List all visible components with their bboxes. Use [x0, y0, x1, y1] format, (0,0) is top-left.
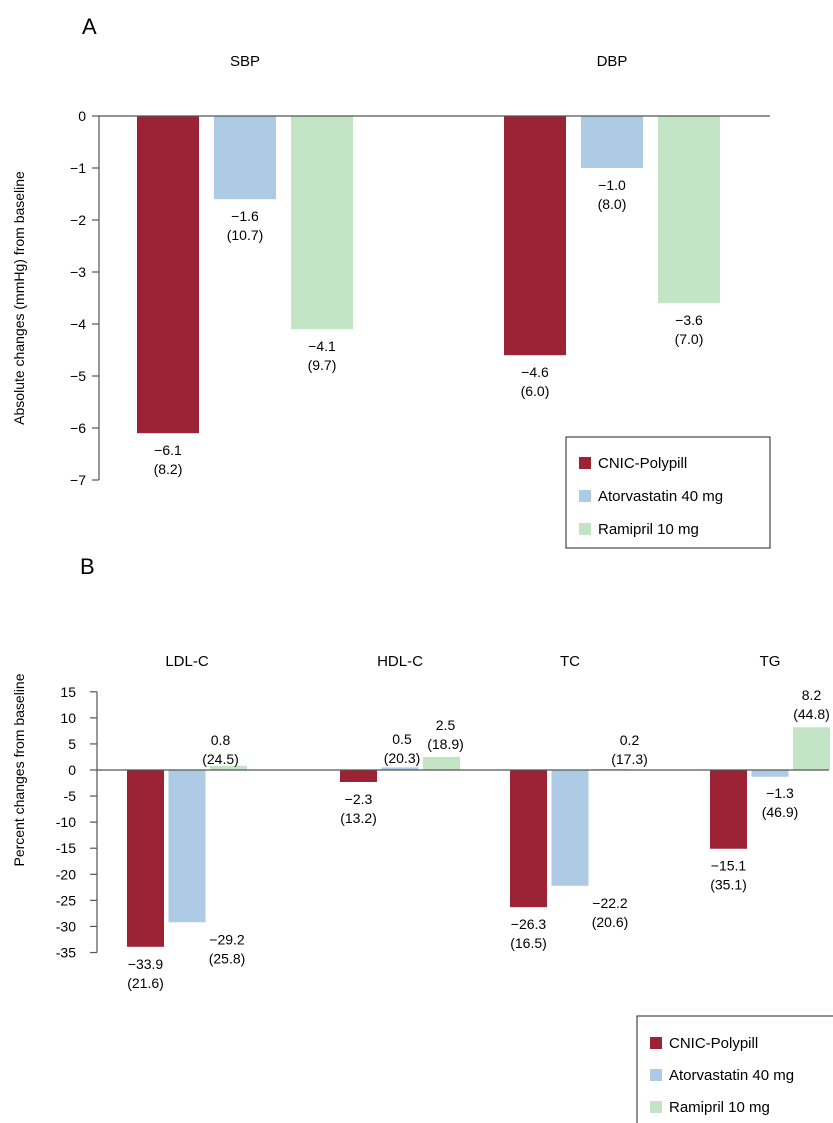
panel-b-data-label: −29.2	[209, 931, 245, 947]
panel-b-bar	[127, 770, 164, 947]
panel-b-y-tick-label: -20	[56, 866, 76, 882]
panel-a-category-label: DBP	[597, 53, 628, 70]
panel-b-data-label-sd: (35.1)	[710, 877, 747, 893]
panel-b-data-label: −1.3	[766, 785, 794, 801]
panel-b-y-tick-label: 0	[68, 762, 76, 778]
panel-a-legend-label: Ramipril 10 mg	[598, 521, 699, 538]
panel-b-y-tick-label: 15	[60, 684, 76, 700]
panel-a-bar	[137, 116, 199, 434]
panel-a-data-label-sd: (6.0)	[521, 383, 550, 399]
panel-b-bar	[751, 770, 789, 777]
panel-b-data-label: 8.2	[802, 687, 822, 703]
panel-a-bar	[581, 116, 643, 168]
panel-b-data-label-sd: (21.6)	[127, 975, 164, 991]
panel-b-data-label-sd: (17.3)	[611, 751, 648, 767]
panel-b-legend-swatch	[650, 1069, 662, 1081]
panel-b-y-tick-label: 10	[60, 710, 76, 726]
panel-a-data-label: −4.1	[308, 338, 336, 354]
panel-a-data-label: −3.6	[675, 312, 703, 328]
panel-b-data-label-sd: (25.8)	[209, 950, 246, 966]
panel-b-y-tick-label: -10	[56, 814, 76, 830]
panel-b-legend-label: Atorvastatin 40 mg	[669, 1067, 794, 1084]
panel-b-y-axis-label: Percent changes from baseline	[11, 673, 27, 866]
panel-a-data-label: −1.0	[598, 177, 626, 193]
panel-a-data-label: −4.6	[521, 364, 549, 380]
panel-a-data-label-sd: (8.0)	[598, 196, 627, 212]
panel-a-legend-label: CNIC-Polypill	[598, 455, 687, 472]
panel-a-chart: 0 −1 −2 −3 −4 −5 −6 −7 Absolute changes (mmHg) f…	[11, 53, 771, 549]
panel-b-category-label: TG	[760, 653, 781, 670]
panel-a-y-tick-label: −2	[70, 212, 86, 228]
panel-a-letter: A	[82, 14, 97, 39]
panel-b-data-label: −26.3	[511, 916, 547, 932]
panel-b-letter: B	[80, 554, 95, 579]
panel-b-bar	[710, 770, 747, 849]
panel-b-data-label-sd: (18.9)	[427, 736, 464, 752]
panel-b-chart: 15 10 5 0 -5 -10 -15 -20 -25 -30 -35 Percent change…	[11, 653, 833, 1123]
panel-b-bar	[210, 765, 247, 770]
panel-b-data-label-sd: (13.2)	[340, 810, 377, 826]
panel-b-y-tick-label: -30	[56, 918, 76, 934]
panel-b-legend-label: Ramipril 10 mg	[669, 1099, 770, 1116]
panel-b-data-label-sd: (46.9)	[762, 804, 799, 820]
panel-a-y-tick-label: −3	[70, 264, 86, 280]
panel-b-data-label: 0.5	[392, 731, 412, 747]
panel-a-legend-swatch	[579, 523, 591, 535]
panel-b-category-label: TC	[560, 653, 580, 670]
panel-a-data-label-sd: (7.0)	[675, 331, 704, 347]
panel-a-legend-swatch	[579, 457, 591, 469]
panel-a-legend-box	[565, 436, 771, 549]
panel-b-legend-swatch	[650, 1037, 662, 1049]
panel-b-bar	[510, 770, 547, 908]
panel-b-data-label: 2.5	[436, 717, 456, 733]
panel-b-data-label-sd: (24.5)	[202, 751, 239, 767]
panel-b-y-tick-label: 5	[68, 736, 76, 752]
panel-a-y-tick-label: 0	[78, 108, 86, 124]
panel-b-category-label: LDL-C	[165, 653, 209, 670]
panel-b-data-label: −15.1	[711, 858, 747, 874]
panel-a-bar	[214, 116, 276, 200]
panel-a-y-tick-label: −7	[70, 472, 86, 488]
panel-b-bar	[423, 756, 460, 770]
panel-a-y-tick-label: −6	[70, 420, 86, 436]
panel-a-legend-swatch	[579, 490, 591, 502]
panel-b-data-label-sd: (20.6)	[592, 914, 629, 930]
panel-a-data-label: −1.6	[231, 208, 259, 224]
panel-b-bar	[381, 767, 419, 770]
panel-b-data-label: −33.9	[128, 956, 164, 972]
panel-a-y-tick-label: −4	[70, 316, 86, 332]
panel-b-data-label: −22.2	[592, 895, 628, 911]
panel-a-legend-label: Atorvastatin 40 mg	[598, 488, 723, 505]
panel-a-data-label-sd: (10.7)	[227, 227, 264, 243]
panel-a-category-label: SBP	[230, 53, 260, 70]
panel-b-y-tick-label: -5	[64, 788, 77, 804]
panel-b-bar	[551, 770, 589, 886]
panel-b-data-label: 0.2	[620, 732, 640, 748]
panel-b-y-tick-label: -15	[56, 840, 76, 856]
panel-b-data-label-sd: (20.3)	[384, 750, 421, 766]
panel-a-bar	[291, 116, 353, 330]
panel-b-bar	[340, 770, 377, 782]
panel-b-legend-label: CNIC-Polypill	[669, 1035, 758, 1052]
panel-b-bar	[168, 770, 206, 923]
panel-b-y-tick-label: -35	[56, 945, 76, 961]
panel-b-bar	[793, 727, 830, 770]
panel-b-legend-swatch	[650, 1101, 662, 1113]
panel-a-y-axis-label: Absolute changes (mmHg) from baseline	[11, 171, 27, 425]
panel-b-data-label-sd: (16.5)	[510, 935, 547, 951]
panel-b-data-label: 0.8	[211, 732, 231, 748]
panel-a-data-label: −6.1	[154, 442, 182, 458]
panel-b-legend-box	[636, 1015, 833, 1123]
panel-b-y-tick-label: -25	[56, 892, 76, 908]
panel-b-data-label-sd: (44.8)	[793, 706, 830, 722]
panel-a-data-label-sd: (9.7)	[308, 357, 337, 373]
panel-a-bar	[658, 116, 720, 304]
panel-a-y-tick-label: −1	[70, 160, 86, 176]
panel-a-data-label-sd: (8.2)	[154, 461, 183, 477]
panel-b-category-label: HDL-C	[377, 653, 423, 670]
panel-a-y-tick-label: −5	[70, 368, 86, 384]
panel-b-data-label: −2.3	[345, 791, 373, 807]
panel-a-bar	[504, 116, 566, 356]
